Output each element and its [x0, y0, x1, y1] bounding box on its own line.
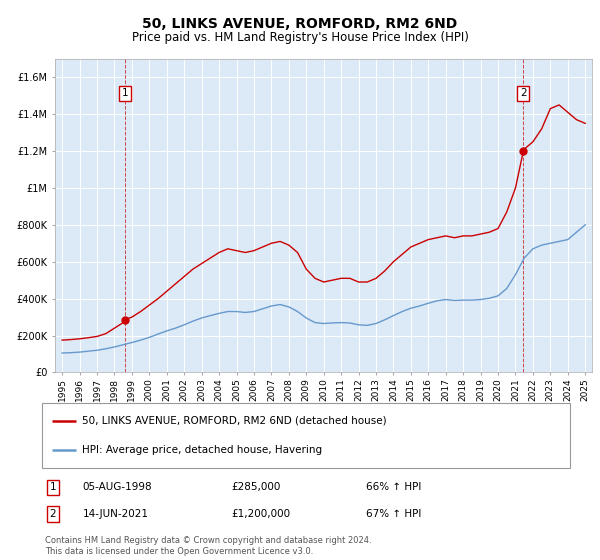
Text: 1: 1: [49, 483, 56, 492]
Text: 50, LINKS AVENUE, ROMFORD, RM2 6ND (detached house): 50, LINKS AVENUE, ROMFORD, RM2 6ND (deta…: [82, 416, 386, 426]
Text: 2: 2: [520, 88, 527, 99]
FancyBboxPatch shape: [42, 403, 570, 468]
Text: 2: 2: [49, 509, 56, 519]
Text: 14-JUN-2021: 14-JUN-2021: [83, 509, 149, 519]
Text: Contains HM Land Registry data © Crown copyright and database right 2024.
This d: Contains HM Land Registry data © Crown c…: [45, 536, 371, 556]
Text: 1: 1: [121, 88, 128, 99]
Text: £285,000: £285,000: [231, 483, 280, 492]
Text: 05-AUG-1998: 05-AUG-1998: [83, 483, 152, 492]
Text: 50, LINKS AVENUE, ROMFORD, RM2 6ND: 50, LINKS AVENUE, ROMFORD, RM2 6ND: [142, 17, 458, 31]
Text: Price paid vs. HM Land Registry's House Price Index (HPI): Price paid vs. HM Land Registry's House …: [131, 31, 469, 44]
Text: £1,200,000: £1,200,000: [231, 509, 290, 519]
Text: 66% ↑ HPI: 66% ↑ HPI: [366, 483, 421, 492]
Text: 67% ↑ HPI: 67% ↑ HPI: [366, 509, 421, 519]
Text: HPI: Average price, detached house, Havering: HPI: Average price, detached house, Have…: [82, 445, 322, 455]
